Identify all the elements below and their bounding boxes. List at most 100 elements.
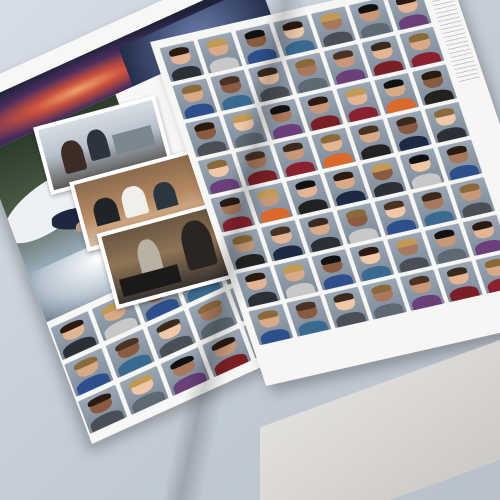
student-portrait (261, 220, 306, 262)
portrait-hair (281, 19, 304, 32)
student-portrait (286, 174, 331, 216)
student-portrait (235, 145, 281, 187)
portrait-hair (319, 254, 342, 266)
portrait-hair (167, 45, 190, 57)
student-portrait (260, 98, 306, 140)
portrait-hair (243, 271, 267, 283)
student-portrait (323, 44, 369, 86)
portrait-hair (197, 298, 222, 315)
portrait-hair (407, 274, 431, 286)
portrait-hair (407, 153, 430, 165)
student-portrait (361, 35, 407, 77)
student-portrait (286, 295, 332, 337)
portrait-hair (369, 161, 392, 173)
student-portrait (311, 249, 357, 291)
portrait-hair (445, 144, 468, 156)
portrait-hair (72, 354, 98, 372)
portrait-hair (356, 124, 380, 136)
student-portrait (324, 165, 369, 207)
student-portrait (273, 257, 319, 299)
portrait-hair (356, 2, 380, 14)
portrait-hair (293, 57, 317, 69)
student-portrait (273, 15, 319, 57)
portrait-hair (470, 219, 494, 231)
student-portrait (374, 73, 420, 115)
student-portrait (298, 211, 344, 253)
portrait-hair (432, 228, 456, 240)
portrait-hair (420, 190, 443, 202)
student-portrait (197, 32, 243, 74)
portrait-hair (483, 257, 500, 269)
student-portrait (311, 6, 356, 48)
portrait-hair (243, 28, 266, 40)
portrait-hair (169, 353, 195, 371)
student-portrait (285, 52, 331, 94)
portrait-hair (419, 69, 443, 81)
portrait-hair (210, 334, 236, 352)
portrait-hair (306, 216, 330, 228)
portrait-hair (281, 141, 304, 153)
portrait-hair (205, 37, 228, 49)
student-portrait (399, 26, 445, 68)
student-portrait (399, 269, 445, 311)
student-portrait (424, 102, 470, 144)
portrait-hair (243, 149, 266, 162)
portrait-hair (394, 0, 417, 6)
student-portrait (387, 232, 433, 274)
student-portrait (374, 194, 420, 236)
portrait-hair (369, 40, 392, 52)
portrait-hair (86, 391, 112, 408)
portrait-hair (231, 233, 254, 245)
portrait-hair (407, 31, 430, 43)
portrait-hair (268, 103, 291, 115)
portrait-hair (445, 265, 468, 278)
portrait-hair (155, 316, 181, 334)
student-portrait (399, 148, 445, 190)
student-portrait (437, 261, 483, 303)
portrait-hair (319, 132, 342, 144)
student-portrait (298, 90, 344, 132)
portrait-hair (357, 245, 380, 257)
portrait-hair (192, 120, 216, 133)
portrait-hair (344, 86, 367, 98)
portrait-hair (369, 283, 393, 295)
portrait-hair (180, 83, 203, 95)
student-portrait (412, 64, 457, 106)
student-portrait (273, 136, 319, 178)
student-portrait (210, 69, 256, 111)
portrait-hair (344, 207, 367, 220)
portrait-hair (306, 95, 329, 107)
portrait-hair (293, 178, 317, 191)
portrait-hair (205, 158, 228, 170)
student-portrait (235, 23, 281, 65)
student-portrait (311, 127, 357, 169)
portrait-hair (432, 106, 455, 119)
student-portrait (349, 240, 395, 282)
portrait-hair (294, 300, 317, 312)
portrait-hair (281, 262, 304, 274)
portrait-hair (114, 335, 139, 353)
student-portrait (248, 182, 294, 224)
student-portrait (362, 278, 407, 320)
portrait-hair (255, 66, 279, 78)
portrait-hair (331, 170, 355, 182)
portrait-hair (394, 115, 418, 127)
student-portrait (248, 61, 293, 103)
portrait-hair (318, 11, 342, 23)
student-portrait (450, 177, 496, 219)
portrait-hair (268, 225, 292, 237)
portrait-hair (218, 74, 241, 86)
student-portrait (387, 110, 432, 152)
portrait-hair (458, 182, 481, 194)
portrait-hair (256, 187, 279, 199)
student-portrait (349, 119, 394, 161)
student-portrait (222, 107, 268, 149)
student-portrait (386, 0, 432, 31)
portrait-hair (230, 112, 254, 124)
portrait-hair (332, 291, 355, 303)
student-portrait (462, 214, 500, 256)
portrait-hair (256, 308, 279, 321)
student-portrait (412, 185, 458, 227)
student-portrait (336, 203, 382, 245)
